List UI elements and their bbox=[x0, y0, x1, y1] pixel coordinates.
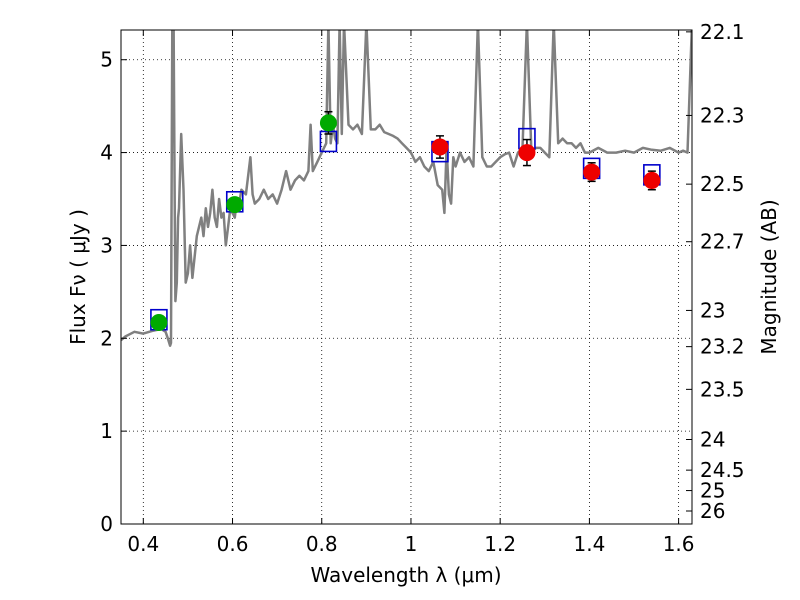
x-axis-label: Wavelength λ (μm) bbox=[310, 563, 501, 587]
y-tick-label: 1 bbox=[100, 419, 113, 443]
axis-tick-labels: 0.4 0.6 0.8 1 1.2 1.4 1.601234522.122.322.522.… bbox=[100, 20, 744, 556]
plot-background bbox=[121, 30, 692, 524]
x-tick-label: 0.4 bbox=[127, 532, 159, 556]
x-tick-label: 1 bbox=[405, 532, 418, 556]
right-axis-label: Magnitude (AB) bbox=[757, 199, 781, 354]
y-tick-label: 0 bbox=[100, 512, 113, 536]
observed-point bbox=[319, 114, 337, 132]
y-tick-label: 5 bbox=[100, 48, 113, 72]
spectrum-layer bbox=[121, 30, 692, 347]
right-tick-label: 25 bbox=[700, 479, 725, 503]
observed-point bbox=[518, 144, 536, 162]
x-tick-label: 1.4 bbox=[573, 532, 605, 556]
observed-point bbox=[226, 196, 244, 214]
right-tick-label: 24 bbox=[700, 428, 725, 452]
y-tick-label: 4 bbox=[100, 141, 113, 165]
right-tick-label: 24.5 bbox=[700, 458, 745, 482]
x-tick-label: 1.2 bbox=[484, 532, 516, 556]
right-tick-label: 23.5 bbox=[700, 377, 745, 401]
right-tick-label: 22.5 bbox=[700, 172, 745, 196]
right-tick-label: 26 bbox=[700, 499, 725, 523]
y-axis-label: Flux Fν ( μJy ) bbox=[66, 209, 90, 345]
y-tick-label: 3 bbox=[100, 233, 113, 257]
x-tick-label: 0.8 bbox=[306, 532, 338, 556]
right-tick-label: 22.3 bbox=[700, 103, 745, 127]
x-tick-label: 0.6 bbox=[217, 532, 249, 556]
x-tick-label: 1.6 bbox=[663, 532, 695, 556]
spectrum-line bbox=[121, 30, 692, 347]
observed-point bbox=[583, 163, 601, 181]
observed-point bbox=[150, 314, 168, 331]
right-tick-label: 23.2 bbox=[700, 335, 745, 359]
plot-frame bbox=[120, 29, 693, 525]
right-tick-label: 22.1 bbox=[700, 20, 745, 44]
axis-ticks bbox=[121, 30, 692, 525]
right-tick-label: 23 bbox=[700, 298, 725, 322]
observed-point bbox=[431, 138, 449, 156]
right-tick-label: 22.7 bbox=[700, 230, 745, 254]
observed-point bbox=[643, 171, 661, 189]
y-tick-label: 2 bbox=[100, 326, 113, 350]
observed-photometry-layer bbox=[150, 110, 661, 331]
